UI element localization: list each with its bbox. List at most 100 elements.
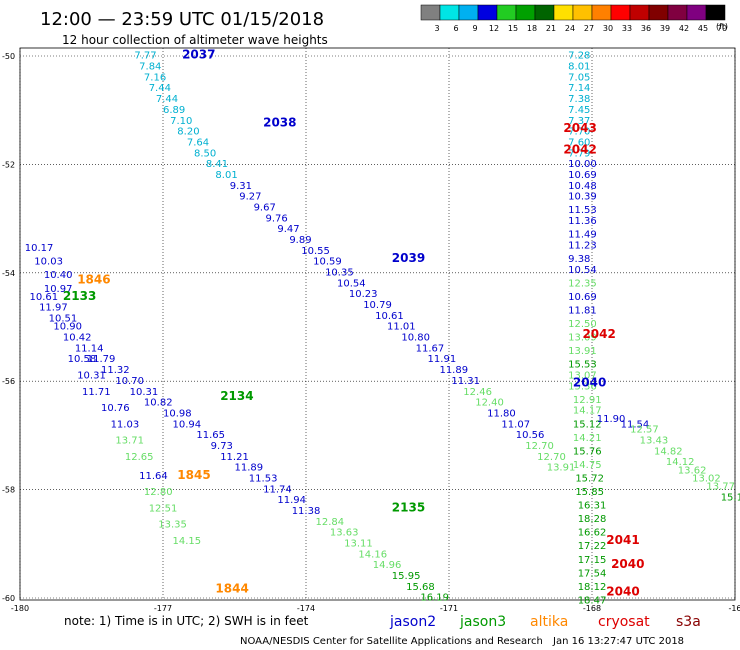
swh-value: 14.16 bbox=[358, 549, 387, 560]
swh-value: 7.84 bbox=[139, 62, 161, 73]
swh-value: 10.61 bbox=[30, 292, 59, 303]
colorbar-label: 9 bbox=[472, 24, 477, 33]
chart-subtitle: 12 hour collection of altimeter wave hei… bbox=[62, 33, 328, 47]
y-tick-label: -54 bbox=[2, 269, 15, 278]
swh-value: 11.03 bbox=[111, 419, 140, 430]
colorbar-swatch bbox=[477, 4, 498, 21]
swh-value: 12.50 bbox=[568, 319, 597, 330]
swh-value: 10.69 bbox=[568, 292, 597, 303]
pass-number-label: 2135 bbox=[392, 500, 425, 514]
swh-value: 15.12 bbox=[573, 419, 602, 430]
swh-value: 10.35 bbox=[325, 268, 354, 279]
swh-value: 17.15 bbox=[578, 555, 607, 566]
swh-value: 13.63 bbox=[330, 528, 359, 539]
swh-value: 17.54 bbox=[578, 568, 607, 579]
swh-value: 14.15 bbox=[173, 536, 202, 547]
swh-value: 13.43 bbox=[640, 436, 669, 447]
swh-value: 10.98 bbox=[163, 408, 192, 419]
swh-value: 12.70 bbox=[525, 441, 554, 452]
swh-value: 10.79 bbox=[363, 300, 392, 311]
swh-value: 12.35 bbox=[568, 278, 597, 289]
swh-value: 15.36 bbox=[568, 381, 597, 392]
swh-value: 18.47 bbox=[578, 595, 607, 606]
pass-number-label: 2038 bbox=[263, 115, 296, 129]
swh-value: 15.85 bbox=[575, 487, 604, 498]
colorbar-label: 18 bbox=[527, 24, 537, 33]
satellite-legend: jason2 jason3 altika cryosat s3a bbox=[389, 614, 701, 630]
swh-value: 11.71 bbox=[82, 387, 111, 398]
swh-value: 15.95 bbox=[392, 571, 421, 582]
swh-value: 12.57 bbox=[630, 425, 659, 436]
colorbar-swatch bbox=[515, 4, 536, 21]
swh-value: 12.65 bbox=[125, 452, 154, 463]
swh-value: 11.81 bbox=[568, 305, 597, 316]
swh-value: 9.47 bbox=[277, 224, 299, 235]
swh-value: 10.23 bbox=[349, 289, 378, 300]
satellite-legend-item: jason3 bbox=[459, 614, 506, 630]
swh-value: 16.31 bbox=[578, 501, 607, 512]
colorbar-label: 21 bbox=[546, 24, 556, 33]
swh-value: 9.27 bbox=[239, 192, 261, 203]
pass-number-label: 1846 bbox=[77, 273, 110, 287]
colorbar-label: 45 bbox=[698, 24, 708, 33]
swh-value: 11.79 bbox=[87, 354, 116, 365]
swh-value: 10.00 bbox=[568, 159, 597, 170]
swh-value: 13.02 bbox=[692, 473, 721, 484]
colorbar-label: 33 bbox=[622, 24, 632, 33]
swh-value: 14.17 bbox=[573, 406, 602, 417]
swh-value: 11.38 bbox=[292, 506, 321, 517]
colorbar-label: 39 bbox=[660, 24, 670, 33]
swh-value: 11.89 bbox=[439, 365, 468, 376]
swh-value: 7.14 bbox=[568, 83, 590, 94]
y-tick-label: -58 bbox=[2, 486, 15, 495]
swh-value: 8.50 bbox=[194, 148, 216, 159]
swh-value: 8.41 bbox=[206, 159, 228, 170]
colorbar-swatch bbox=[610, 4, 631, 21]
swh-value: 10.03 bbox=[34, 257, 63, 268]
colorbar-label: 42 bbox=[679, 24, 689, 33]
swh-value: 10.58 bbox=[68, 354, 97, 365]
colorbar-swatch bbox=[534, 4, 555, 21]
swh-value: 12.40 bbox=[475, 398, 504, 409]
swh-value: 7.79 bbox=[568, 148, 590, 159]
swh-value: 9.67 bbox=[254, 202, 276, 213]
swh-value: 13.77 bbox=[706, 482, 735, 493]
satellite-legend-item: altika bbox=[530, 614, 568, 630]
colorbar-swatch bbox=[648, 4, 669, 21]
swh-value: 9.76 bbox=[265, 213, 287, 224]
colorbar-swatch bbox=[705, 4, 726, 21]
swh-value: 14.96 bbox=[373, 560, 402, 571]
satellite-legend-item: s3a bbox=[676, 614, 701, 630]
x-tick-label: -174 bbox=[297, 604, 315, 613]
swh-value: 10.54 bbox=[337, 278, 366, 289]
swh-value: 15.72 bbox=[575, 473, 604, 484]
pass-number-label: 2043 bbox=[563, 121, 596, 135]
swh-value: 6.89 bbox=[163, 105, 185, 116]
map-grid bbox=[19, 48, 736, 600]
swh-value: 18.12 bbox=[578, 582, 607, 593]
colorbar-label: 27 bbox=[584, 24, 594, 33]
swh-value: 8.01 bbox=[568, 62, 590, 73]
colorbar-swatch bbox=[420, 4, 441, 21]
swh-value: 13.71 bbox=[115, 436, 144, 447]
swh-value: 16.19 bbox=[420, 593, 449, 604]
swh-value: 11.94 bbox=[277, 495, 306, 506]
colorbar-label: 30 bbox=[603, 24, 613, 33]
swh-value: 7.38 bbox=[568, 94, 590, 105]
swh-value: 11.32 bbox=[101, 365, 130, 376]
swh-value: 15.53 bbox=[568, 360, 597, 371]
colorbar-label: 24 bbox=[565, 24, 575, 33]
swh-value: 11.36 bbox=[568, 216, 597, 227]
swh-value: 11.89 bbox=[235, 463, 264, 474]
x-tick-label: -168 bbox=[583, 604, 601, 613]
swh-value: 14.21 bbox=[573, 433, 602, 444]
y-tick-label: -52 bbox=[2, 160, 15, 169]
swh-value: 13.35 bbox=[158, 520, 187, 531]
swh-value: 10.69 bbox=[568, 170, 597, 181]
y-tick-label: -50 bbox=[2, 52, 15, 61]
swh-value: 11.53 bbox=[568, 205, 597, 216]
swh-value: 12.91 bbox=[573, 395, 602, 406]
swh-value: 11.23 bbox=[568, 240, 597, 251]
pass-number-label: 2133 bbox=[63, 289, 96, 303]
